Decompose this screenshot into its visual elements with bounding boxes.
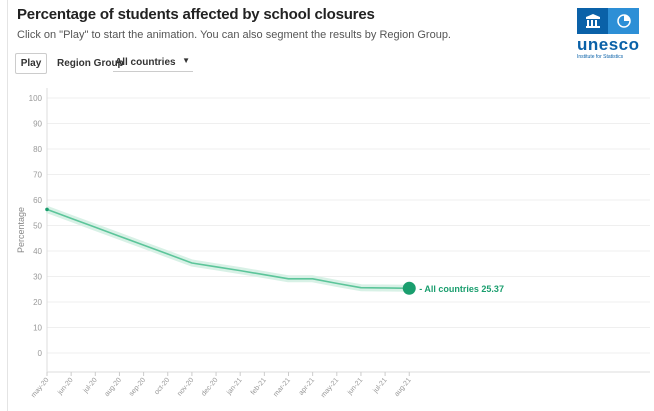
x-tick-label: jun-20 bbox=[56, 377, 75, 397]
end-point-marker bbox=[402, 281, 416, 295]
y-tick-label: 100 bbox=[29, 94, 43, 103]
x-tick-label: apr-21 bbox=[298, 377, 316, 397]
x-tick-label: jan-21 bbox=[225, 377, 244, 397]
x-tick-label: jul-20 bbox=[82, 377, 99, 395]
series-line bbox=[46, 208, 410, 290]
x-tick-label: may-20 bbox=[30, 377, 50, 399]
x-tick-label: aug-20 bbox=[104, 377, 123, 398]
region-group-label: Region Group bbox=[57, 58, 124, 69]
y-tick-label: 50 bbox=[33, 222, 42, 231]
x-tick-label: jul-21 bbox=[372, 377, 389, 395]
pie-icon bbox=[608, 8, 639, 34]
x-tick-label: jun-21 bbox=[346, 377, 365, 397]
x-tick-label: feb-21 bbox=[250, 377, 268, 397]
temple-icon bbox=[577, 8, 608, 34]
y-tick-label: 20 bbox=[33, 298, 42, 307]
y-tick-label: 10 bbox=[33, 324, 42, 333]
y-axis-label: Percentage bbox=[16, 207, 26, 253]
x-tick-label: nov-20 bbox=[176, 377, 195, 398]
subtitle: Click on "Play" to start the animation. … bbox=[17, 29, 451, 41]
x-tick-label: aug-21 bbox=[393, 377, 412, 398]
logo-subtext: Institute for Statistics bbox=[577, 54, 624, 60]
x-tick-label: dec-20 bbox=[200, 377, 219, 398]
y-tick-label: 80 bbox=[33, 145, 42, 154]
x-tick-label: oct-20 bbox=[153, 377, 171, 396]
region-group-value: All countries bbox=[115, 57, 176, 68]
page-title: Percentage of students affected by schoo… bbox=[17, 6, 375, 23]
y-tick-label: 90 bbox=[33, 120, 42, 129]
data-point bbox=[45, 207, 49, 212]
unesco-logo: unesco Institute for Statistics bbox=[577, 8, 643, 60]
y-tick-label: 40 bbox=[33, 247, 42, 256]
region-group-select[interactable]: All countries ▼ bbox=[113, 54, 193, 72]
x-tick-label: sep-20 bbox=[128, 377, 147, 398]
play-button[interactable]: Play bbox=[15, 53, 47, 74]
x-tick-label: mar-21 bbox=[272, 377, 292, 399]
end-label: - All countries 25.37 bbox=[419, 284, 504, 294]
logo-text: unesco bbox=[577, 35, 640, 54]
y-tick-label: 30 bbox=[33, 273, 42, 282]
caret-down-icon: ▼ bbox=[182, 56, 190, 65]
y-tick-label: 60 bbox=[33, 196, 42, 205]
x-tick-label: may-21 bbox=[320, 377, 340, 399]
y-tick-label: 70 bbox=[33, 171, 42, 180]
y-tick-label: 0 bbox=[38, 349, 43, 358]
chart-card bbox=[7, 0, 654, 411]
